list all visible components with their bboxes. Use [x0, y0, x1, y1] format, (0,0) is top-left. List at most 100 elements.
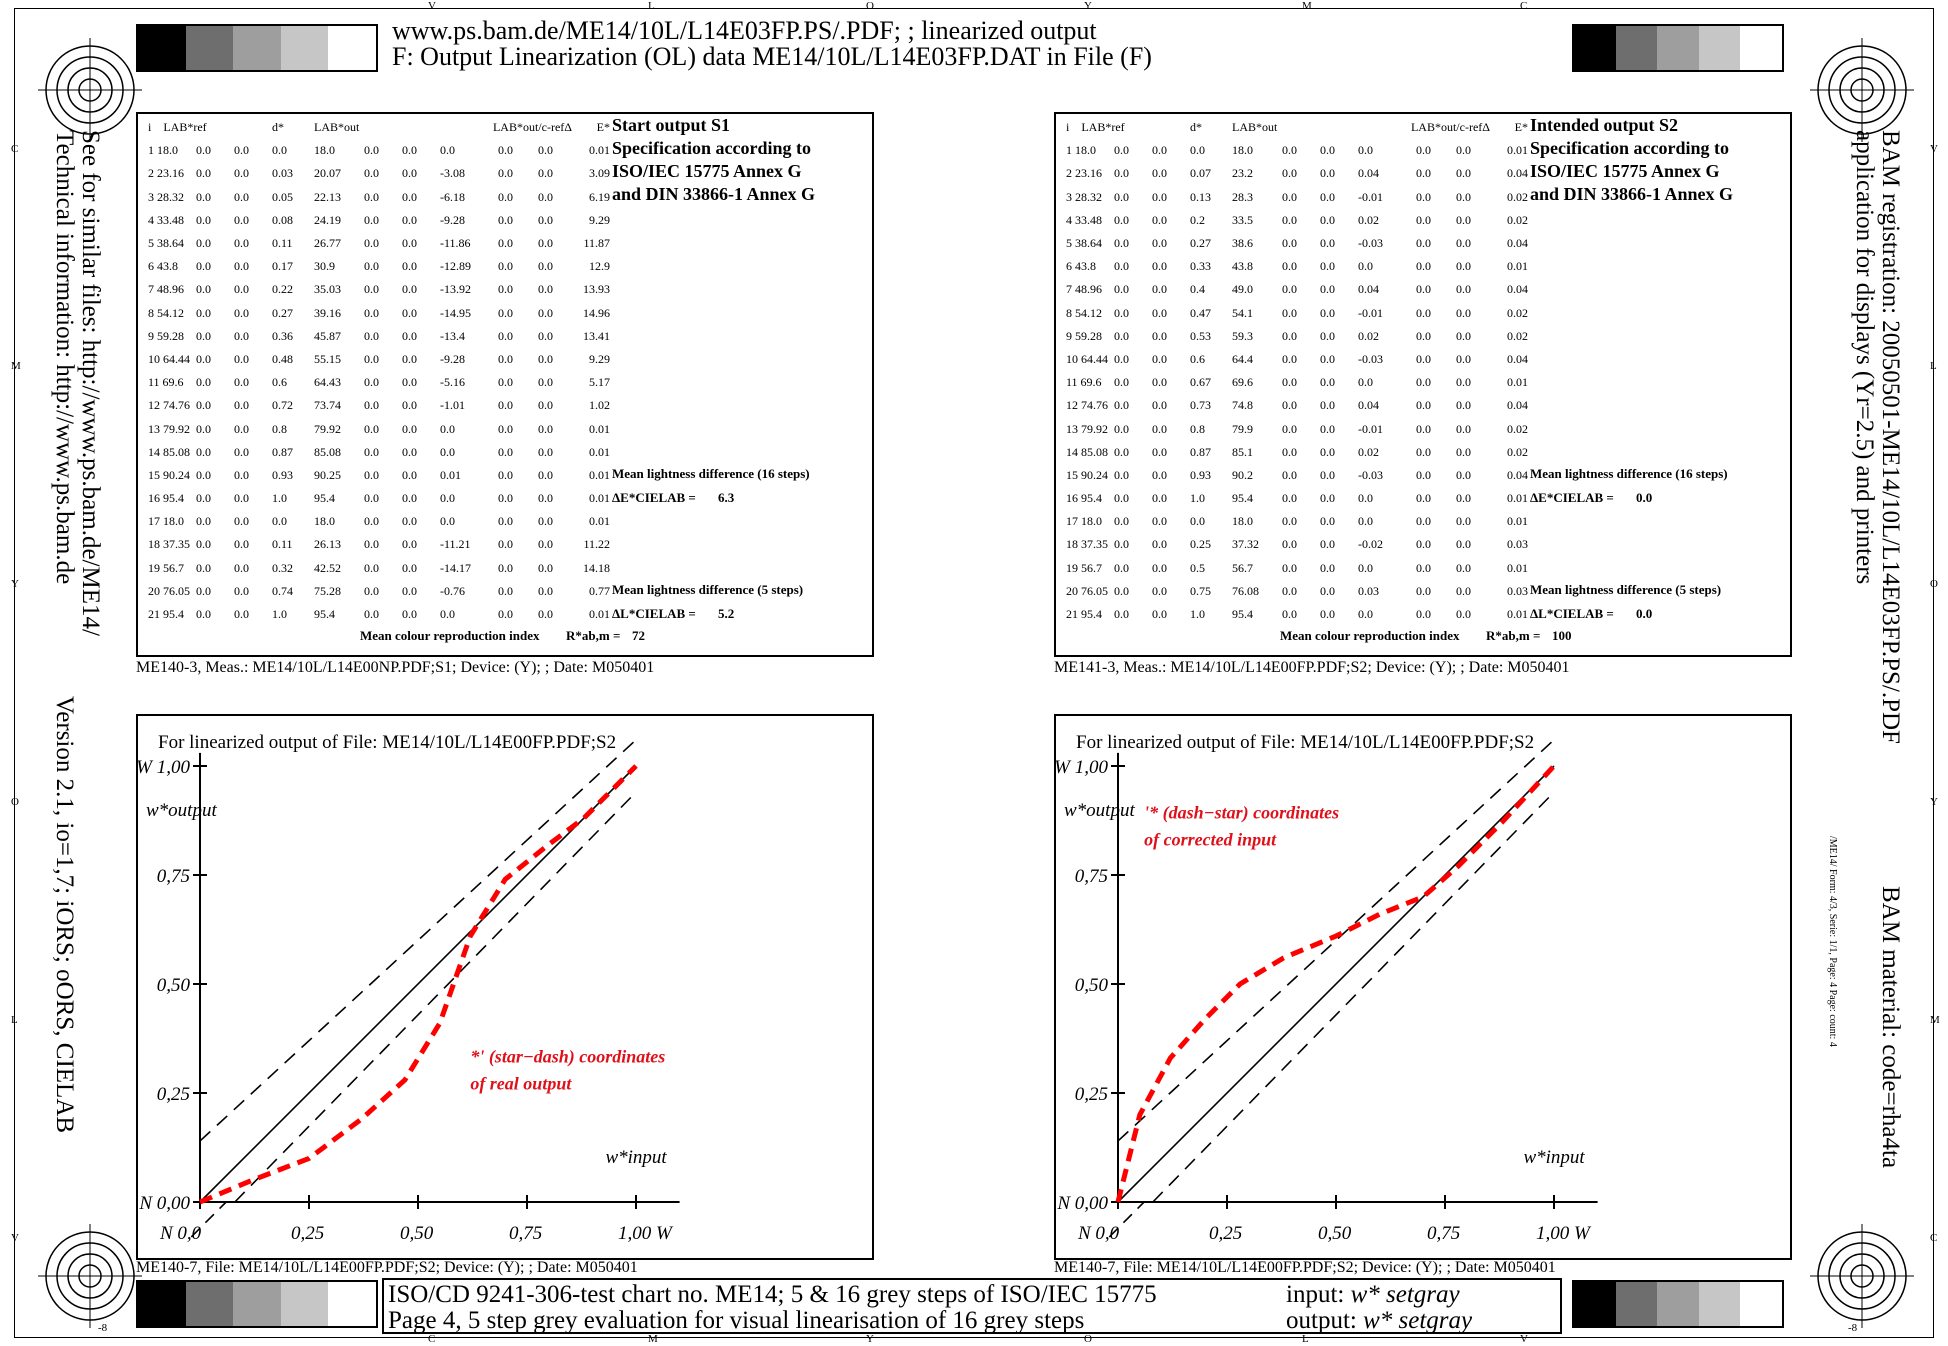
table-cell: 0.0 — [196, 236, 211, 251]
table-row: 21 95.4 0.0 0.0 1.0 95.4 0.0 0.0 0.0 0.0 0.0 0.01 — [1066, 603, 1528, 626]
table-cell: 0.07 — [1190, 166, 1211, 181]
table-panel-left — [136, 112, 874, 657]
edge-letter-bottom-1: C — [428, 1333, 436, 1345]
table-row: 5 38.64 0.0 0.0 0.11 26.77 0.0 0.0 -11.86 0.0 0.0… — [148, 232, 610, 255]
table-cell: 0.0 — [1114, 212, 1129, 227]
table-cell: 0.0 — [1456, 328, 1471, 343]
table-cell: -14.17 — [440, 560, 471, 575]
header-i: i — [1066, 120, 1070, 135]
table-cell: 0.0 — [538, 305, 553, 320]
caption-table-left: ME140-3, Meas.: ME14/10L/L14E00NP.PDF;S1… — [136, 659, 655, 676]
table-cell: 0.0 — [498, 143, 513, 158]
table-cell: 6.19 — [589, 189, 610, 204]
table-row: 1 18.0 0.0 0.0 0.0 18.0 0.0 0.0 0.0 0.0 0.0 0.01 — [1066, 139, 1528, 162]
table-cell: 0.01 — [589, 421, 610, 436]
y-tick-label: 0,25 — [1075, 1084, 1108, 1105]
table-cell: 0.53 — [1190, 328, 1211, 343]
table-cell: 0.0 — [1358, 375, 1373, 390]
table-cell: 0.0 — [498, 305, 513, 320]
table-cell: 0.72 — [272, 398, 293, 413]
table-cell: 0.0 — [1456, 491, 1471, 506]
table-cell: 0.02 — [1507, 444, 1528, 459]
table-right-mean5-symbol: ΔL*CIELAB = — [1530, 606, 1614, 621]
table-cell: 0.0 — [234, 607, 249, 622]
table-cell: 10 64.44 — [148, 351, 190, 366]
y-tick-label: 0,25 — [157, 1084, 190, 1105]
y-tick-label: N 0,00 — [138, 1193, 190, 1214]
corner-label-right: -8 — [1848, 1322, 1858, 1334]
table-cell: 0.0 — [1114, 375, 1129, 390]
table-cell: 0.0 — [1114, 305, 1129, 320]
registration-mark-bottom-left — [38, 1224, 142, 1328]
table-cell: 0.0 — [402, 259, 417, 274]
table-cell: 0.08 — [272, 212, 293, 227]
table-row: 11 69.6 0.0 0.0 0.67 69.6 0.0 0.0 0.0 0.0 0.0 0.01 — [1066, 371, 1528, 394]
table-cell: 0.0 — [1152, 259, 1167, 274]
table-row: 2 23.16 0.0 0.0 0.03 20.07 0.0 0.0 -3.08 0.0 0.0 3… — [148, 162, 610, 185]
table-cell: 13 79.92 — [148, 421, 190, 436]
table-cell: 0.0 — [364, 351, 379, 366]
registration-mark-top-right — [1810, 38, 1914, 142]
table-cell: 0.0 — [402, 282, 417, 297]
table-row: 9 59.28 0.0 0.0 0.36 45.87 0.0 0.0 -13.4 0.0 0.0 1… — [148, 325, 610, 348]
table-cell: 95.4 — [314, 491, 335, 506]
table-row: 17 18.0 0.0 0.0 0.0 18.0 0.0 0.0 0.0 0.0 0.0 0.01 — [1066, 510, 1528, 533]
tolerance-lower-tail — [1108, 1201, 1145, 1238]
table-cell: 9.29 — [589, 212, 610, 227]
table-cell: 2 23.16 — [1066, 166, 1102, 181]
table-cell: 0.0 — [402, 467, 417, 482]
table-cell: 0.0 — [1358, 560, 1373, 575]
table-cell: 0.0 — [1282, 282, 1297, 297]
table-cell: 64.43 — [314, 375, 341, 390]
side-right-line-1: BAM registration: 20050501-ME14/10L/L14E… — [1877, 130, 1904, 744]
table-cell: 0.0 — [1320, 467, 1335, 482]
table-cell: 4 33.48 — [148, 212, 184, 227]
table-cell: 0.0 — [538, 444, 553, 459]
table-cell: 0.0 — [196, 143, 211, 158]
table-cell: 0.0 — [234, 560, 249, 575]
table-row: 2 23.16 0.0 0.0 0.07 23.2 0.0 0.0 0.04 0.0 0.0 0.0… — [1066, 162, 1528, 185]
caption-chart-left: ME140-7, File: ME14/10L/L14E00FP.PDF;S2;… — [136, 1259, 638, 1276]
table-cell: 18.0 — [1232, 143, 1253, 158]
table-cell: 0.04 — [1507, 282, 1528, 297]
table-row: 6 43.8 0.0 0.0 0.17 30.9 0.0 0.0 -12.89 0.0 0.0 12… — [148, 255, 610, 278]
side-left-line-2: Technical information: http://www.ps.bam… — [51, 130, 78, 585]
table-cell: 0.0 — [196, 305, 211, 320]
table-cell: 0.03 — [1507, 583, 1528, 598]
table-cell: 0.74 — [272, 583, 293, 598]
table-cell: 0.0 — [538, 212, 553, 227]
footer-line-1: ISO/CD 9241-306-test chart no. ME14; 5 &… — [388, 1281, 1157, 1308]
table-cell: 0.0 — [196, 514, 211, 529]
table-cell: 75.28 — [314, 583, 341, 598]
table-left-mean16-symbol: ΔE*CIELAB = — [612, 490, 696, 505]
table-left-spec-2: ISO/IEC 15775 Annex G — [612, 161, 802, 181]
tolerance-upper-line — [1117, 739, 1555, 1142]
table-cell: 0.0 — [1114, 236, 1129, 251]
tolerance-lower-line — [1152, 791, 1555, 1203]
table-cell: 0.0 — [1152, 467, 1167, 482]
table-cell: 54.1 — [1232, 305, 1253, 320]
table-cell: 0.0 — [402, 212, 417, 227]
table-right-spec-3: and DIN 33866-1 Annex G — [1530, 184, 1734, 204]
table-cell: 0.0 — [1416, 166, 1431, 181]
table-cell: 0.0 — [498, 282, 513, 297]
table-cell: 0.0 — [1320, 375, 1335, 390]
table-cell: 79.9 — [1232, 421, 1253, 436]
registration-mark-bottom-right — [1810, 1224, 1914, 1328]
table-cell: 0.77 — [589, 583, 610, 598]
table-cell: 0.0 — [1114, 491, 1129, 506]
table-cell: 0.02 — [1507, 328, 1528, 343]
table-cell: 0.47 — [1190, 305, 1211, 320]
table-cell: 0.11 — [272, 236, 293, 251]
table-cell: 0.0 — [1114, 351, 1129, 366]
edge-letter-top-6: C — [1520, 0, 1528, 12]
table-cell: 24.19 — [314, 212, 341, 227]
table-cell: 0.0 — [364, 583, 379, 598]
table-cell: 0.67 — [1190, 375, 1211, 390]
table-cell: 95.4 — [314, 607, 335, 622]
table-cell: 0.0 — [1282, 537, 1297, 552]
x-tick-label: 0,75 — [509, 1223, 542, 1244]
edge-letter-top-5: M — [1302, 0, 1312, 12]
table-cell: 0.0 — [1282, 398, 1297, 413]
table-cell: 0.0 — [1282, 259, 1297, 274]
